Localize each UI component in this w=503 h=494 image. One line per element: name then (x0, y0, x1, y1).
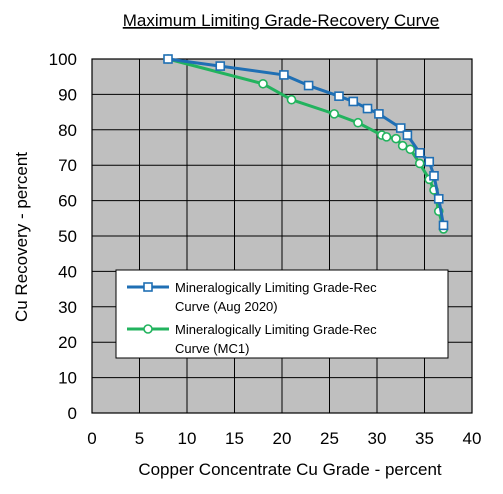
x-tick-label: 15 (225, 429, 244, 448)
y-tick-label: 20 (58, 333, 77, 352)
data-point-square (362, 103, 373, 114)
legend-label: Curve (MC1) (175, 341, 249, 356)
legend-marker (143, 282, 153, 292)
x-tick-label: 30 (368, 429, 387, 448)
data-point-square (279, 70, 289, 80)
data-point-square (402, 130, 413, 140)
plot-frame (91, 58, 473, 414)
data-point-circle (329, 109, 340, 119)
y-tick-label: 10 (58, 369, 77, 388)
x-tick-label: 0 (87, 429, 96, 448)
y-tick-label: 100 (49, 50, 77, 69)
data-point-circle (405, 144, 416, 155)
chart-title: Maximum Limiting Grade-Recovery Curve (123, 11, 439, 30)
legend-label: Curve (Aug 2020) (175, 299, 278, 314)
y-axis-title: Cu Recovery - percent (12, 152, 31, 322)
x-tick-label: 25 (320, 429, 339, 448)
data-point-square (215, 61, 226, 71)
legend-marker (143, 324, 153, 334)
legend-entry: Mineralogically Limiting Grade-Rec Curve … (127, 280, 377, 314)
x-axis-title: Copper Concentrate Cu Grade - percent (138, 460, 442, 479)
x-tick-label: 20 (273, 429, 292, 448)
data-point-square (374, 109, 384, 119)
data-point-square (163, 54, 173, 64)
data-point-square (348, 96, 359, 107)
data-point-square (429, 171, 439, 181)
data-point-square (438, 220, 449, 231)
y-tick-label: 30 (58, 298, 77, 317)
x-tick-label: 35 (415, 429, 434, 448)
x-tick-label: 5 (135, 429, 144, 448)
legend-label: Mineralogically Limiting Grade-Rec (175, 280, 377, 295)
legend-entry: Mineralogically Limiting Grade-Rec Curve … (127, 322, 377, 356)
y-axis-ticks: 0 10 20 30 40 50 60 70 80 90 100 (49, 50, 77, 423)
data-point-square (395, 123, 406, 133)
data-point-square (424, 156, 435, 167)
data-point-square (433, 194, 444, 204)
legend: Mineralogically Limiting Grade-Rec Curve … (115, 269, 449, 359)
data-point-square (414, 148, 425, 158)
data-point-circle (353, 117, 363, 128)
y-tick-label: 70 (58, 156, 77, 175)
x-axis-ticks: 0 5 10 15 20 25 30 35 40 (87, 429, 481, 448)
y-tick-label: 60 (58, 192, 77, 211)
data-point-circle (258, 78, 268, 89)
series-mc1 (163, 54, 449, 234)
data-point-square (334, 91, 344, 101)
x-tick-label: 10 (178, 429, 197, 448)
legend-box (115, 269, 449, 359)
data-point-square (303, 80, 314, 91)
data-point-circle (381, 132, 392, 142)
data-point-circle (391, 133, 401, 144)
data-point-circle (286, 94, 297, 105)
y-tick-label: 80 (58, 121, 77, 140)
data-point-circle (414, 158, 425, 169)
series-group (163, 54, 449, 234)
legend-label: Mineralogically Limiting Grade-Rec (175, 322, 377, 337)
y-tick-label: 0 (68, 404, 77, 423)
series-aug-2020 (163, 54, 449, 231)
x-tick-label: 40 (463, 429, 482, 448)
y-tick-label: 50 (58, 227, 77, 246)
data-point-circle (397, 140, 408, 151)
y-tick-label: 90 (58, 85, 77, 104)
y-tick-label: 40 (58, 262, 77, 281)
